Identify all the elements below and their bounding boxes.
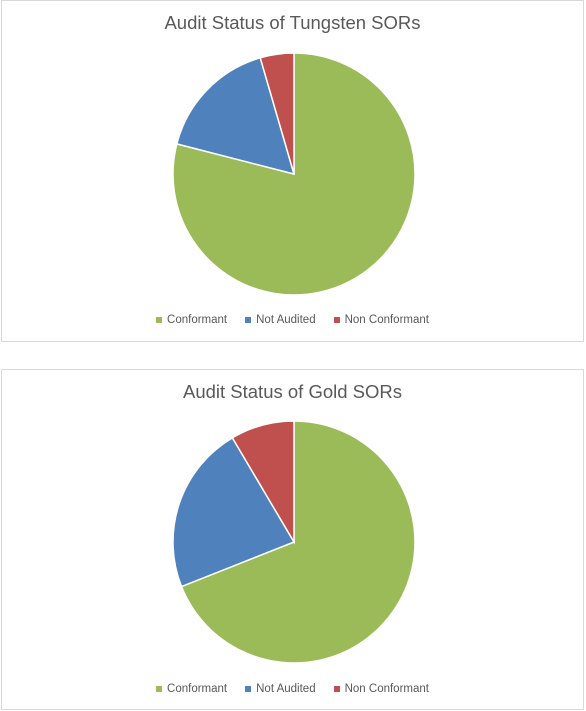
- legend-label: Non Conformant: [344, 683, 429, 695]
- legend-label: Not Audited: [256, 314, 316, 326]
- legend-swatch-conformant: [156, 317, 163, 323]
- pie-slice-conformant: [180, 420, 416, 664]
- legend-swatch-not-audited: [245, 686, 252, 692]
- legend-swatch-non-conformant: [333, 317, 340, 323]
- chart-legend: Conformant Not Audited Non Conformant: [2, 683, 583, 695]
- legend-item-non-conformant: Non Conformant: [333, 314, 429, 326]
- legend-swatch-conformant: [156, 686, 163, 692]
- legend-item-conformant: Conformant: [156, 683, 227, 695]
- legend-swatch-not-audited: [245, 317, 252, 323]
- chart-title: Audit Status of Tungsten SORs: [164, 12, 421, 33]
- legend-item-not-audited: Not Audited: [245, 314, 316, 326]
- legend-label: Not Audited: [256, 683, 316, 695]
- pie-slice-non-conformant: [231, 420, 295, 545]
- legend-label: Conformant: [167, 683, 228, 695]
- legend-swatch-non-conformant: [333, 686, 340, 692]
- pie-slice-non-conformant: [259, 52, 295, 175]
- gold-pie: [172, 420, 416, 664]
- tungsten-pie: [172, 52, 416, 296]
- legend-label: Conformant: [167, 314, 228, 326]
- gold-chart: Audit Status of Gold SORs Conformant Not…: [1, 369, 584, 710]
- legend-item-conformant: Conformant: [156, 314, 227, 326]
- pie-slice-not-audited: [172, 436, 296, 588]
- chart-title: Audit Status of Gold SORs: [182, 381, 403, 402]
- tungsten-chart: Audit Status of Tungsten SORs Conformant…: [1, 0, 584, 342]
- legend-item-not-audited: Not Audited: [245, 683, 316, 695]
- pie-slice-not-audited: [175, 56, 296, 176]
- legend-item-non-conformant: Non Conformant: [333, 683, 429, 695]
- legend-label: Non Conformant: [344, 314, 429, 326]
- chart-legend: Conformant Not Audited Non Conformant: [2, 314, 583, 326]
